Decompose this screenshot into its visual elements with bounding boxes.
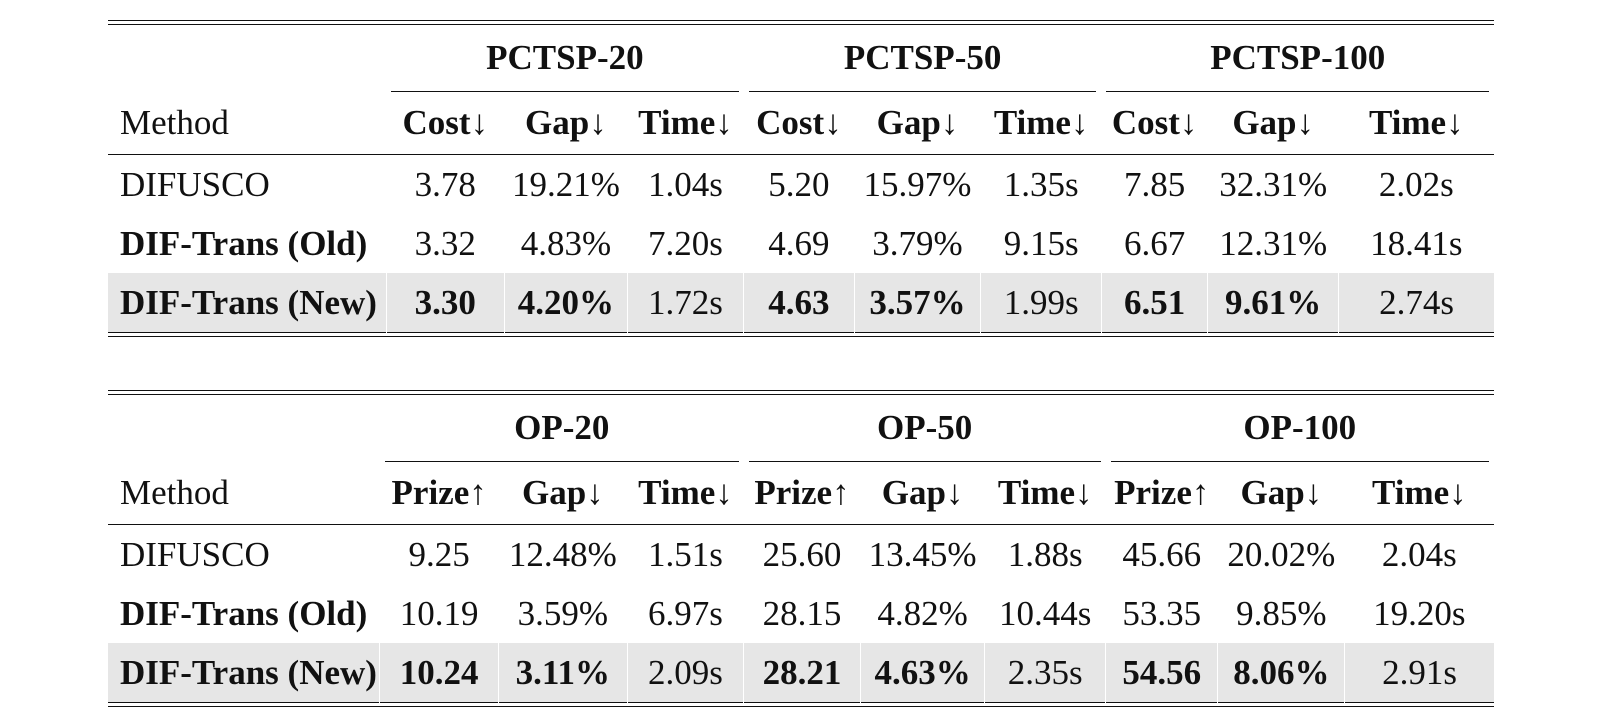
value-cell: 3.57% bbox=[853, 273, 981, 333]
value-cell: 13.45% bbox=[868, 534, 977, 574]
column-header: Cost↓ bbox=[743, 92, 855, 155]
column-header: Prize↑ bbox=[743, 462, 861, 525]
value-cell: 8.06% bbox=[1217, 643, 1345, 703]
method-cell: DIFUSCO bbox=[120, 164, 270, 204]
column-header: Prize↑ bbox=[379, 462, 499, 525]
value-cell: 1.88s bbox=[1007, 534, 1083, 574]
value-cell: 3.78 bbox=[414, 164, 476, 204]
pctsp-results-table: PCTSP-20 PCTSP-50 PCTSP-100 Method Cost↓… bbox=[108, 20, 1494, 337]
column-header: Time↓ bbox=[1344, 462, 1494, 525]
group-header-pctsp-50: PCTSP-50 bbox=[744, 25, 1102, 92]
value-cell: 9.61% bbox=[1207, 273, 1339, 333]
value-cell: 2.35s bbox=[984, 643, 1106, 703]
value-cell: 25.60 bbox=[762, 534, 842, 574]
table-row: DIFUSCO 9.25 12.48% 1.51s 25.60 13.45% 1… bbox=[108, 525, 1494, 585]
value-cell: 3.30 bbox=[385, 273, 505, 333]
column-header: Gap↓ bbox=[1207, 92, 1339, 155]
value-cell: 1.51s bbox=[648, 534, 723, 574]
group-header-op-100: OP-100 bbox=[1106, 395, 1494, 462]
value-cell: 4.69 bbox=[768, 223, 830, 263]
table-row-highlighted: DIF-Trans (New) 10.24 3.11% 2.09s 28.21 … bbox=[108, 643, 1494, 703]
value-cell: 4.82% bbox=[877, 593, 968, 633]
value-cell: 2.02s bbox=[1378, 164, 1454, 204]
value-cell: 18.41s bbox=[1370, 223, 1463, 263]
value-cell: 2.09s bbox=[626, 643, 744, 703]
column-header: Cost↓ bbox=[386, 92, 505, 155]
value-cell: 1.35s bbox=[1003, 164, 1079, 204]
value-cell: 2.04s bbox=[1381, 534, 1457, 574]
value-cell: 7.85 bbox=[1123, 164, 1186, 204]
method-column-header: Method bbox=[108, 92, 387, 155]
value-cell: 5.20 bbox=[768, 164, 830, 204]
value-cell: 4.63 bbox=[743, 273, 855, 333]
value-cell: 54.56 bbox=[1105, 643, 1218, 703]
value-cell: 1.04s bbox=[648, 164, 723, 204]
method-cell: DIF-Trans (New) bbox=[108, 273, 387, 333]
value-cell: 4.63% bbox=[859, 643, 985, 703]
value-cell: 3.59% bbox=[517, 593, 609, 633]
column-header: Time↓ bbox=[627, 92, 744, 155]
value-cell: 6.51 bbox=[1100, 273, 1208, 333]
column-header: Gap↓ bbox=[504, 92, 628, 155]
table-row: DIFUSCO 3.78 19.21% 1.04s 5.20 15.97% 1.… bbox=[108, 155, 1494, 215]
column-header: Gap↓ bbox=[498, 462, 628, 525]
column-header: Cost↓ bbox=[1101, 92, 1208, 155]
value-cell: 28.15 bbox=[762, 593, 842, 633]
value-cell: 3.11% bbox=[497, 643, 628, 703]
value-cell: 15.97% bbox=[863, 164, 972, 204]
value-cell: 3.79% bbox=[872, 223, 963, 263]
value-cell: 1.72s bbox=[626, 273, 744, 333]
value-cell: 32.31% bbox=[1219, 164, 1328, 204]
method-cell: DIFUSCO bbox=[120, 534, 270, 574]
column-header: Time↓ bbox=[1338, 92, 1494, 155]
table-row: DIF-Trans (Old) 3.32 4.83% 7.20s 4.69 3.… bbox=[108, 214, 1494, 273]
value-cell: 10.24 bbox=[379, 643, 499, 703]
table-row-highlighted: DIF-Trans (New) 3.30 4.20% 1.72s 4.63 3.… bbox=[108, 273, 1494, 333]
column-header: Gap↓ bbox=[1217, 462, 1345, 525]
group-header-op-50: OP-50 bbox=[744, 395, 1106, 462]
value-cell: 9.25 bbox=[408, 534, 470, 574]
table-row: DIF-Trans (Old) 10.19 3.59% 6.97s 28.15 … bbox=[108, 584, 1494, 643]
value-cell: 19.20s bbox=[1373, 593, 1466, 633]
value-cell: 45.66 bbox=[1122, 534, 1202, 574]
value-cell: 3.32 bbox=[414, 223, 476, 263]
value-cell: 19.21% bbox=[511, 164, 620, 204]
value-cell: 7.20s bbox=[648, 223, 723, 263]
op-results-table: OP-20 OP-50 OP-100 Method Prize↑ Gap↓ Ti… bbox=[108, 390, 1494, 707]
value-cell: 9.85% bbox=[1236, 593, 1327, 633]
value-cell: 6.97s bbox=[648, 593, 723, 633]
value-cell: 10.19 bbox=[399, 593, 479, 633]
value-cell: 4.83% bbox=[520, 223, 612, 263]
method-cell: DIF-Trans (Old) bbox=[120, 593, 368, 633]
column-header: Time↓ bbox=[984, 462, 1106, 525]
column-header: Time↓ bbox=[627, 462, 744, 525]
value-cell: 4.20% bbox=[504, 273, 628, 333]
group-header-op-20: OP-20 bbox=[380, 395, 744, 462]
value-cell: 20.02% bbox=[1227, 534, 1336, 574]
value-cell: 10.44s bbox=[999, 593, 1092, 633]
value-cell: 28.21 bbox=[743, 643, 861, 703]
value-cell: 12.48% bbox=[508, 534, 617, 574]
value-cell: 9.15s bbox=[1003, 223, 1079, 263]
group-header-pctsp-100: PCTSP-100 bbox=[1101, 25, 1494, 92]
column-header: Time↓ bbox=[980, 92, 1102, 155]
value-cell: 53.35 bbox=[1122, 593, 1202, 633]
value-cell: 6.67 bbox=[1123, 223, 1186, 263]
column-header: Gap↓ bbox=[854, 92, 981, 155]
method-column-header: Method bbox=[108, 462, 380, 525]
value-cell: 2.91s bbox=[1344, 643, 1494, 703]
column-header: Gap↓ bbox=[860, 462, 985, 525]
column-header: Prize↑ bbox=[1105, 462, 1218, 525]
group-header-pctsp-20: PCTSP-20 bbox=[386, 25, 744, 92]
method-cell: DIF-Trans (New) bbox=[108, 643, 380, 703]
method-cell: DIF-Trans (Old) bbox=[120, 223, 368, 263]
value-cell: 12.31% bbox=[1219, 223, 1328, 263]
value-cell: 2.74s bbox=[1338, 273, 1494, 333]
value-cell: 1.99s bbox=[980, 273, 1102, 333]
